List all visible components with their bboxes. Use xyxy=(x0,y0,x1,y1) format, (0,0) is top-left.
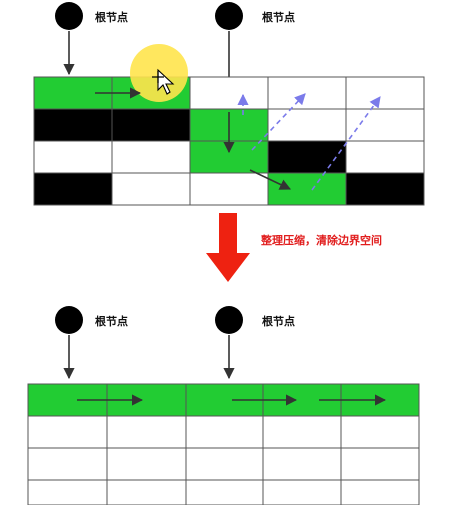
after-cell-3-1-free xyxy=(106,479,187,505)
root-node-4: 根节点 xyxy=(215,306,295,380)
after-cell-3-3-free xyxy=(262,479,342,505)
before-cell-0-2-free xyxy=(189,76,269,110)
heap-after-compaction xyxy=(27,383,420,505)
before-cell-0-4-free xyxy=(345,76,425,110)
before-reference-arrows xyxy=(95,87,292,190)
move-arrow-2 xyxy=(251,93,306,151)
after-cell-2-1-free xyxy=(106,447,187,481)
after-cell-2-2-free xyxy=(185,447,264,481)
before-cell-3-1-free xyxy=(111,172,191,206)
before-cell-3-0-garbage xyxy=(33,172,113,206)
before-cell-2-3-garbage xyxy=(267,140,347,174)
after-cell-3-4-free xyxy=(340,479,420,505)
before-cell-3-4-garbage xyxy=(345,172,425,206)
root-node-1: 根节点 xyxy=(55,2,128,76)
move-cursor-icon xyxy=(152,68,175,95)
before-cell-1-0-garbage xyxy=(33,108,113,142)
after-cell-1-1-free xyxy=(106,415,187,449)
after-cell-2-0-free xyxy=(27,447,108,481)
before-cell-2-1-free xyxy=(111,140,191,174)
ref-arrow-3 xyxy=(249,169,292,190)
after-cell-1-4-free xyxy=(340,415,420,449)
root-node-label-1: 根节点 xyxy=(95,10,128,24)
down-arrow-icon xyxy=(206,213,250,282)
after-cell-2-4-free xyxy=(340,447,420,481)
before-cell-1-4-free xyxy=(345,108,425,142)
before-cell-2-4-free xyxy=(345,140,425,174)
root-node-circle-4 xyxy=(215,306,243,334)
root-node-label-2: 根节点 xyxy=(262,10,295,24)
before-cell-2-0-free xyxy=(33,140,113,174)
after-cell-2-3-free xyxy=(262,447,342,481)
root-node-label-4: 根节点 xyxy=(262,314,295,328)
before-move-arrows xyxy=(237,93,381,191)
after-cell-3-0-free xyxy=(27,479,108,505)
before-cell-1-3-free xyxy=(267,108,347,142)
root-node-circle-2 xyxy=(215,2,243,30)
root-node-3: 根节点 xyxy=(55,306,128,380)
after-cell-3-2-free xyxy=(185,479,264,505)
move-arrow-3 xyxy=(311,96,381,191)
compaction-caption: 整理压缩，清除边界空间 xyxy=(260,233,382,247)
root-node-circle-3 xyxy=(55,306,83,334)
before-cell-0-3-free xyxy=(267,76,347,110)
after-cell-1-2-free xyxy=(185,415,264,449)
after-cell-1-0-free xyxy=(27,415,108,449)
before-cell-3-2-free xyxy=(189,172,269,206)
root-node-circle-1 xyxy=(55,2,83,30)
root-node-label-3: 根节点 xyxy=(95,314,128,328)
after-cell-1-3-free xyxy=(262,415,342,449)
before-cell-1-1-garbage xyxy=(111,108,191,142)
before-cell-3-3-live xyxy=(267,172,347,206)
